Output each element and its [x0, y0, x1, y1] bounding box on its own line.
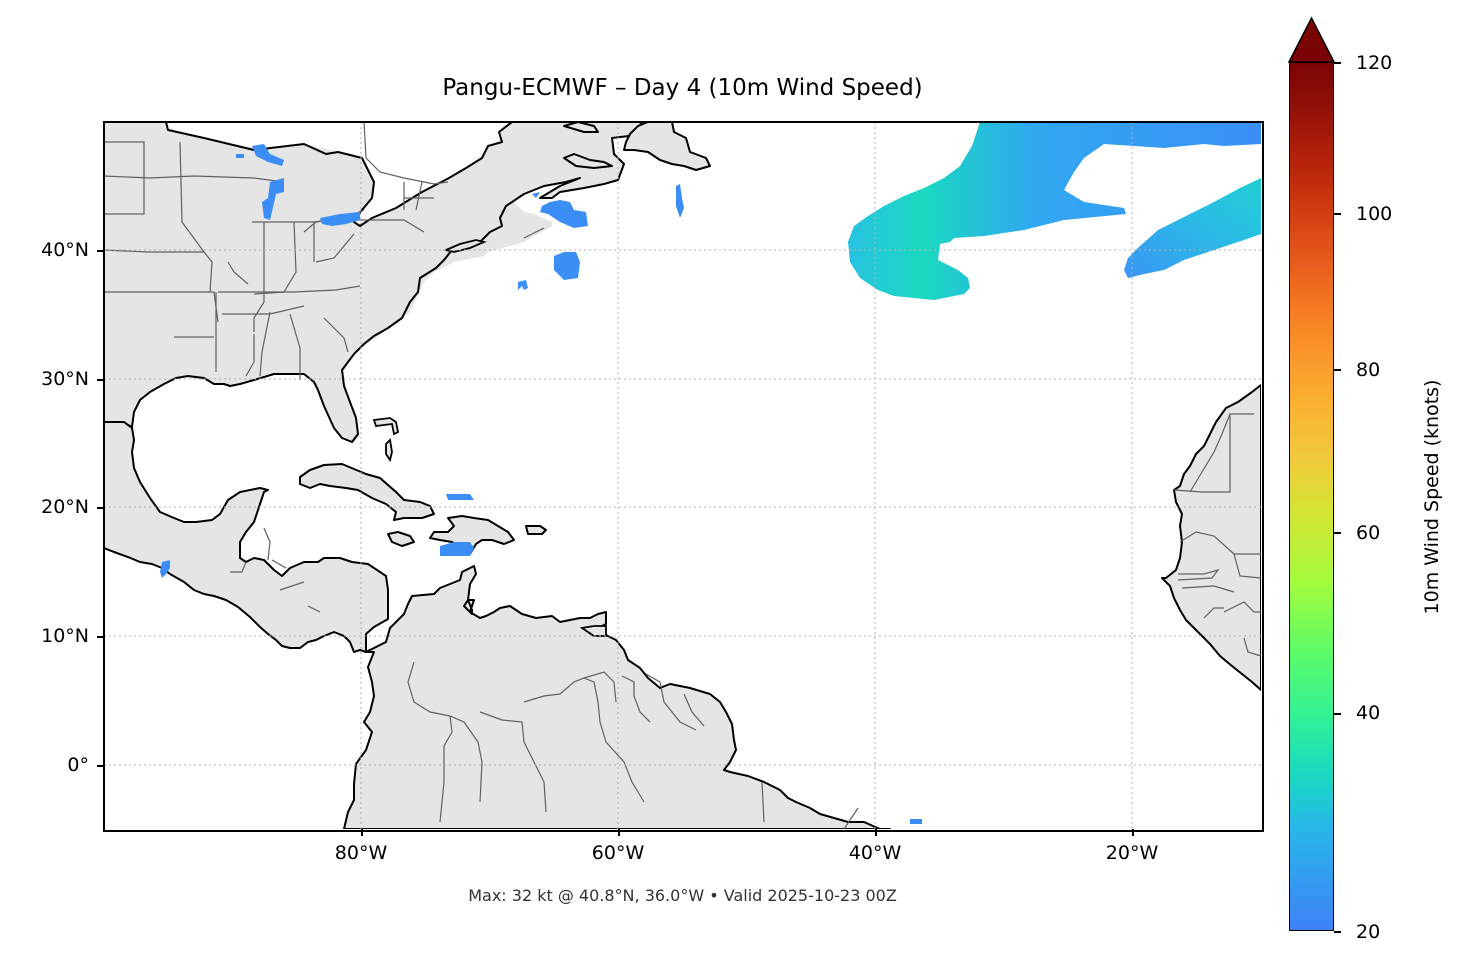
colorbar: [1289, 62, 1334, 931]
map-plot-area: [104, 122, 1261, 829]
wind-patch-lake-superior-w: [236, 154, 244, 158]
y-tick-mark: [97, 636, 104, 638]
y-tick-label-10n: 10°N: [41, 625, 89, 647]
colorbar-label-120: 120: [1356, 52, 1393, 74]
colorbar-tick: [1334, 931, 1341, 933]
wind-patch-grand-banks: [676, 184, 684, 218]
wind-swath-central-atlantic: [848, 122, 1261, 300]
land-south-america: [343, 565, 891, 829]
colorbar-label-20: 20: [1356, 921, 1381, 943]
wind-patch-lake-erie: [320, 212, 360, 226]
x-tick-mark: [1132, 829, 1134, 836]
land-pei: [563, 153, 613, 169]
colorbar-label-60: 60: [1356, 522, 1381, 544]
wind-patch-lake-michigan: [262, 178, 284, 220]
x-tick-label-60w: 60°W: [591, 842, 645, 864]
chart-title: Pangu-ECMWF – Day 4 (10m Wind Speed): [442, 75, 923, 101]
wind-patch-north-hispaniola: [446, 494, 474, 500]
y-tick-label-30n: 30°N: [41, 368, 89, 390]
colorbar-tick: [1334, 713, 1341, 715]
colorbar-title: 10m Wind Speed (knots): [1421, 379, 1443, 615]
land-trinidad: [579, 625, 607, 637]
colorbar-label-40: 40: [1356, 702, 1381, 724]
colorbar-tick: [1334, 532, 1341, 534]
land-puerto-rico: [525, 525, 547, 535]
land-mexico-central-america: [104, 421, 389, 653]
land-cuba: [299, 463, 435, 521]
y-tick-label-40n: 40°N: [41, 239, 89, 261]
colorbar-tick: [1334, 62, 1341, 64]
y-tick-mark: [97, 507, 104, 509]
wind-patch-nova-scotia: [540, 200, 588, 228]
y-tick-label-20n: 20°N: [41, 496, 89, 518]
wind-patch-lake-superior: [252, 144, 284, 166]
land-africa: [1161, 384, 1261, 691]
land-bahamas-2: [385, 438, 393, 463]
colorbar-tick: [1334, 369, 1341, 371]
colorbar-label-80: 80: [1356, 359, 1381, 381]
x-tick-mark: [875, 829, 877, 836]
land-usa-canada: [104, 122, 645, 443]
max-wind-footer: Max: 32 kt @ 40.8°N, 36.0°W • Valid 2025…: [468, 886, 897, 905]
wind-patch-cape-breton-west: [532, 192, 540, 198]
wind-speed-shading: [160, 122, 1261, 824]
x-tick-label-20w: 20°W: [1105, 842, 1159, 864]
land-jamaica: [387, 531, 415, 547]
y-tick-label-0: 0°: [67, 754, 89, 776]
wind-patch-brazil-coast: [910, 819, 922, 824]
colorbar-tick: [1334, 213, 1341, 215]
y-tick-mark: [97, 765, 104, 767]
wind-swath-east-atlantic: [1124, 178, 1261, 278]
colorbar-extend-arrow: [1287, 16, 1336, 63]
x-tick-mark: [618, 829, 620, 836]
land-long-island: [443, 239, 487, 253]
land-hispaniola: [429, 515, 515, 555]
map-canvas: [104, 122, 1261, 829]
wind-patch-tehuantepec: [160, 560, 170, 578]
wind-patch-gulf-stream: [554, 252, 580, 280]
y-tick-mark: [97, 379, 104, 381]
x-tick-label-80w: 80°W: [334, 842, 388, 864]
wind-patch-small-1: [518, 280, 528, 290]
y-tick-mark: [97, 250, 104, 252]
land-newfoundland: [623, 122, 711, 171]
x-tick-mark: [361, 829, 363, 836]
wind-patch-south-hispaniola: [440, 542, 474, 556]
x-tick-label-40w: 40°W: [848, 842, 902, 864]
land-bahamas-1: [372, 417, 400, 436]
colorbar-label-100: 100: [1356, 203, 1393, 225]
